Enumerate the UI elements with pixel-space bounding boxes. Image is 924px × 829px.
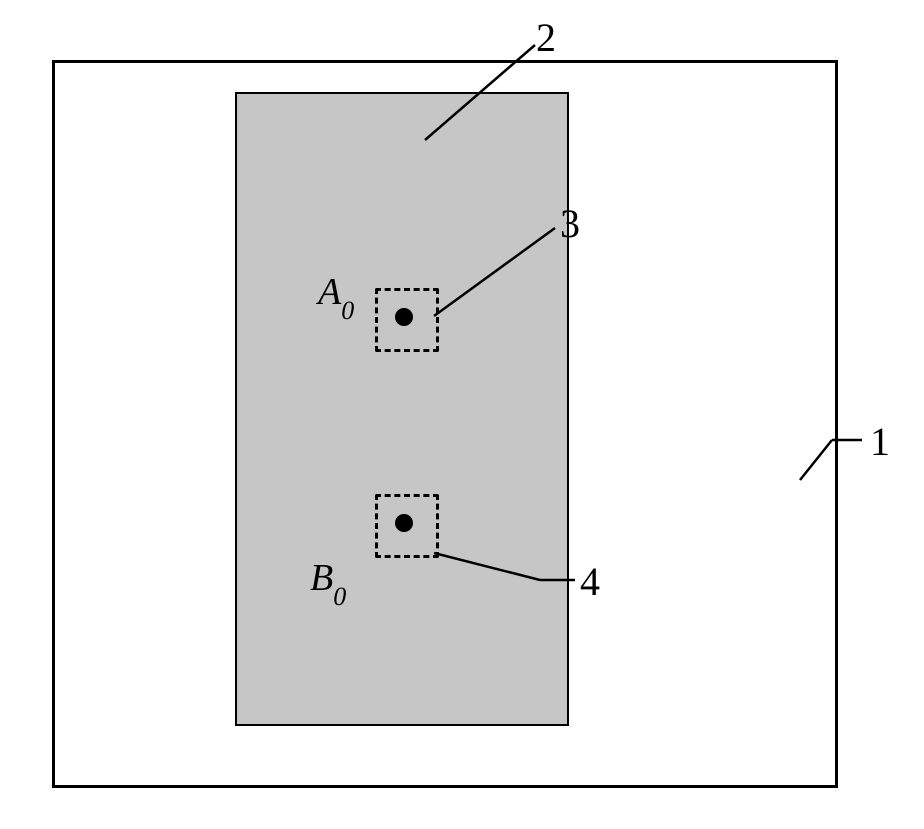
callout-2: 2 [536,14,556,61]
label-b0: B0 [310,556,346,606]
label-b0-letter: B [310,557,333,599]
label-a0: A0 [318,270,354,320]
inner-rectangle [235,92,569,726]
label-a0-letter: A [318,271,341,313]
marker-a0-dot [395,308,413,326]
marker-b0-dot [395,514,413,532]
label-b0-sub: 0 [333,582,346,611]
callout-4: 4 [580,558,600,605]
callout-3: 3 [560,200,580,247]
label-a0-sub: 0 [341,296,354,325]
callout-1: 1 [870,418,890,465]
